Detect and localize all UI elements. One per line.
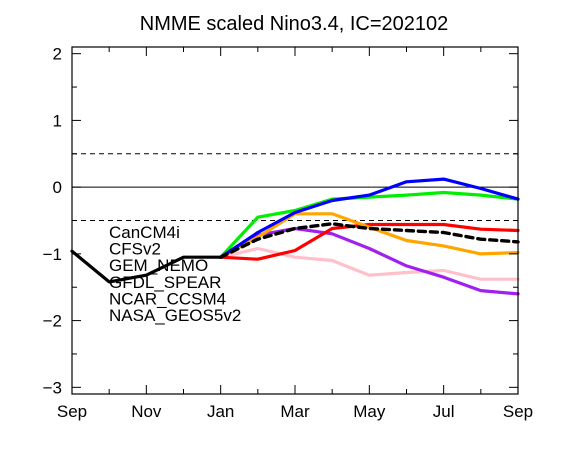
legend-label-nasa-geos5v2: NASA_GEOS5v2 <box>109 306 241 325</box>
y-tick-label-5: −3 <box>43 378 62 397</box>
series-layer <box>70 177 520 296</box>
y-tick-label-2: 0 <box>53 178 62 197</box>
legend-label-gem-nemo: GEM_NEMO <box>109 256 208 275</box>
y-tick-label-3: −1 <box>43 245 62 264</box>
x-tick-label-2: Jan <box>207 402 234 421</box>
y-tick-label-4: −2 <box>43 312 62 331</box>
x-tick-label-5: Jul <box>433 402 455 421</box>
x-tick-label-6: Sep <box>503 402 533 421</box>
y-tick-label-0: 2 <box>53 45 62 64</box>
x-tick-labels: Sep Nov Jan Mar May Jul Sep <box>57 402 533 421</box>
series-line-cfsv2 <box>219 212 520 259</box>
chart-title: NMME scaled Nino3.4, IC=202102 <box>140 13 449 35</box>
legend-label-ncar-ccsm4: NCAR_CCSM4 <box>109 289 226 308</box>
series-line-gfdl-spear <box>219 190 520 259</box>
x-tick-label-4: May <box>353 402 386 421</box>
ticks-layer <box>71 47 519 394</box>
series-line-cancm4i <box>219 177 520 259</box>
series-line-nasa-geos5v2 <box>219 246 520 281</box>
y-tick-labels: 2 1 0 −1 −2 −3 <box>43 45 62 398</box>
legend-label-cancm4i: CanCM4i <box>109 223 180 242</box>
legend: CanCM4iCFSv2GEM_NEMOGFDL_SPEARNCAR_CCSM4… <box>109 223 241 325</box>
series-line-dashed-black <box>218 222 520 259</box>
legend-label-gfdl-spear: GFDL_SPEAR <box>109 273 221 292</box>
x-tick-label-1: Nov <box>131 402 162 421</box>
reference-lines <box>72 153 518 221</box>
x-tick-label-0: Sep <box>57 402 87 421</box>
x-tick-label-3: Mar <box>280 402 310 421</box>
series-line-ncar-ccsm4 <box>219 226 520 296</box>
y-tick-label-1: 1 <box>53 111 62 130</box>
legend-label-cfsv2: CFSv2 <box>109 240 161 259</box>
observed-line <box>70 249 223 284</box>
series-line-gem-nemo <box>219 222 520 261</box>
